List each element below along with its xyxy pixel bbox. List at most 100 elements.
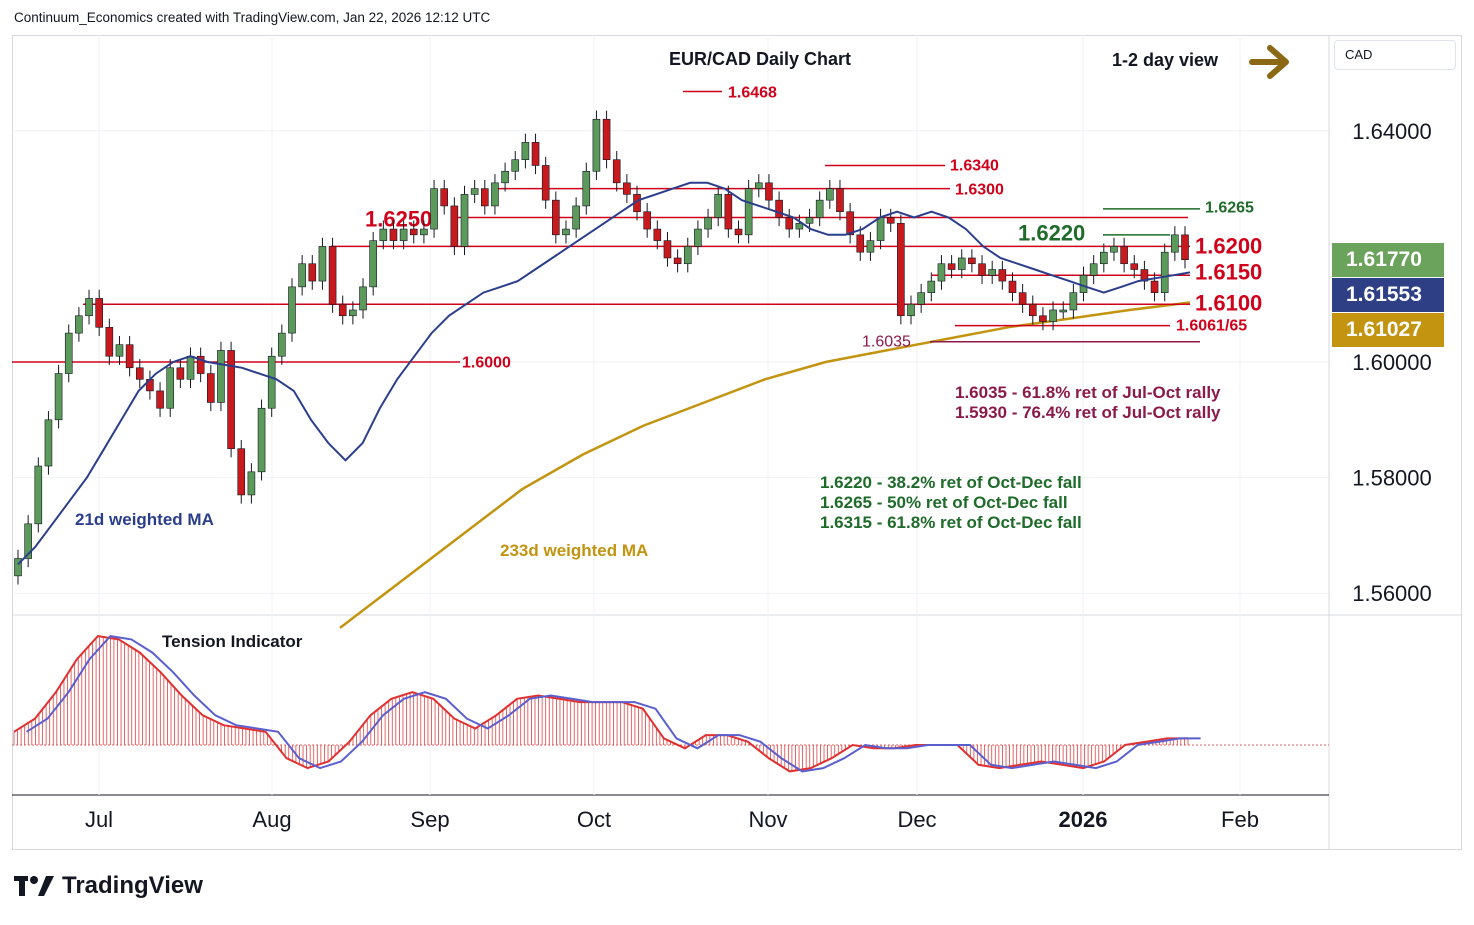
candle-body bbox=[826, 188, 834, 201]
candle-body bbox=[765, 182, 773, 201]
candle-body bbox=[166, 367, 175, 409]
candle-body bbox=[572, 205, 580, 230]
candle-body bbox=[75, 315, 83, 334]
x-tick-label: Oct bbox=[577, 807, 611, 832]
candle-body bbox=[643, 211, 651, 230]
candle-body bbox=[125, 344, 134, 369]
level-label: 1.6035 bbox=[862, 334, 911, 351]
candle-body bbox=[156, 390, 164, 409]
candle-body bbox=[937, 263, 946, 282]
candle-body bbox=[897, 222, 905, 317]
y-tick-label: 1.64000 bbox=[1352, 119, 1432, 144]
tension-indicator-pane bbox=[12, 635, 1329, 773]
candle-body bbox=[267, 355, 276, 409]
candle-body bbox=[298, 263, 306, 288]
candle-body bbox=[876, 217, 885, 241]
candle-body bbox=[775, 199, 783, 218]
candle-body bbox=[1059, 309, 1068, 313]
time-axis[interactable]: Jul Aug Sep Oct Nov Dec 2026 Feb bbox=[85, 807, 1259, 832]
currency-label[interactable]: CAD bbox=[1334, 40, 1456, 70]
chart-attribution: Continuum_Economics created with Trading… bbox=[14, 10, 491, 25]
y-tick-label: 1.58000 bbox=[1352, 466, 1432, 491]
candle-body bbox=[815, 199, 824, 218]
candle-body bbox=[85, 298, 93, 317]
x-tick-label: Feb bbox=[1221, 807, 1259, 832]
indicator-line bbox=[13, 635, 1188, 773]
level-label: 1.6220 bbox=[1018, 221, 1085, 246]
candle-body bbox=[105, 327, 114, 357]
candle-body bbox=[44, 419, 53, 467]
y-tick-label: 1.60000 bbox=[1352, 350, 1432, 375]
x-tick-label: Nov bbox=[748, 807, 787, 832]
candle-body bbox=[1171, 234, 1179, 253]
x-tick-label: Jul bbox=[85, 807, 113, 832]
level-label: 1.6200 bbox=[1195, 234, 1262, 259]
candle-body bbox=[998, 269, 1007, 282]
candle-body bbox=[744, 188, 753, 236]
candle-body bbox=[1160, 251, 1169, 293]
candle-body bbox=[1130, 263, 1139, 270]
candle-body bbox=[217, 350, 225, 403]
candle-body bbox=[349, 309, 357, 317]
candle-body bbox=[227, 350, 235, 450]
candle-body bbox=[24, 523, 32, 559]
candle-body bbox=[480, 188, 489, 207]
candle-body bbox=[795, 222, 804, 230]
ma233-line bbox=[339, 301, 1191, 629]
y-tick-label: 1.56000 bbox=[1352, 581, 1432, 606]
candle-body bbox=[1069, 292, 1078, 311]
candle-body bbox=[237, 448, 246, 496]
candle-body bbox=[409, 228, 418, 236]
candle-body bbox=[724, 194, 733, 230]
candle-body bbox=[886, 217, 895, 224]
candle-body bbox=[176, 367, 185, 380]
candle-body bbox=[856, 234, 865, 253]
candle-body bbox=[328, 246, 337, 305]
candle-body bbox=[552, 199, 560, 236]
annotation-fib-76: 1.5930 - 76.4% ret of Jul-Oct rally bbox=[955, 403, 1221, 422]
candle-body bbox=[14, 558, 22, 577]
candle-body bbox=[420, 228, 428, 236]
ma21-label: 21d weighted MA bbox=[75, 510, 214, 529]
candle-body bbox=[531, 142, 540, 166]
candle-body bbox=[491, 182, 499, 207]
level-label: 1.6340 bbox=[950, 158, 999, 175]
candle-body bbox=[470, 188, 479, 195]
x-tick-label: Aug bbox=[252, 807, 291, 832]
candle-body bbox=[257, 407, 266, 473]
candle-body bbox=[521, 142, 530, 161]
level-label: 1.6265 bbox=[1205, 200, 1254, 217]
tradingview-logo-icon bbox=[14, 874, 54, 898]
price-axis[interactable]: 1.56000 1.58000 1.60000 1.64000 bbox=[1352, 119, 1432, 606]
candle-body bbox=[1008, 280, 1017, 293]
candle-body bbox=[704, 217, 712, 230]
candle-body bbox=[308, 263, 317, 282]
candle-body bbox=[1039, 315, 1047, 322]
candle-body bbox=[64, 332, 73, 374]
candle-body bbox=[582, 170, 591, 207]
candle-body bbox=[1120, 246, 1128, 265]
candle-body bbox=[95, 298, 103, 328]
chart-title: EUR/CAD Daily Chart bbox=[669, 49, 851, 69]
candle-body bbox=[1079, 274, 1088, 293]
candle-body bbox=[135, 367, 144, 380]
level-label: 1.6250 bbox=[365, 207, 432, 232]
ma21-line bbox=[17, 181, 1191, 566]
candle-body bbox=[866, 240, 875, 253]
candle-body bbox=[338, 303, 347, 317]
tradingview-logo[interactable]: TradingView bbox=[14, 872, 203, 900]
candle-body bbox=[359, 286, 367, 311]
candle-body bbox=[714, 194, 723, 218]
ma233-label: 233d weighted MA bbox=[500, 541, 648, 560]
level-label: 1.6150 bbox=[1195, 260, 1262, 285]
ma233-path bbox=[339, 301, 1191, 629]
candle-body bbox=[612, 159, 621, 184]
level-label: 1.6300 bbox=[955, 182, 1004, 199]
candle-body bbox=[54, 373, 63, 421]
candle-body bbox=[460, 194, 469, 247]
ma21-price-tag: 1.61553 bbox=[1332, 278, 1444, 312]
candle-body bbox=[196, 355, 205, 374]
candle-body bbox=[785, 217, 794, 230]
candle-body bbox=[734, 228, 743, 236]
